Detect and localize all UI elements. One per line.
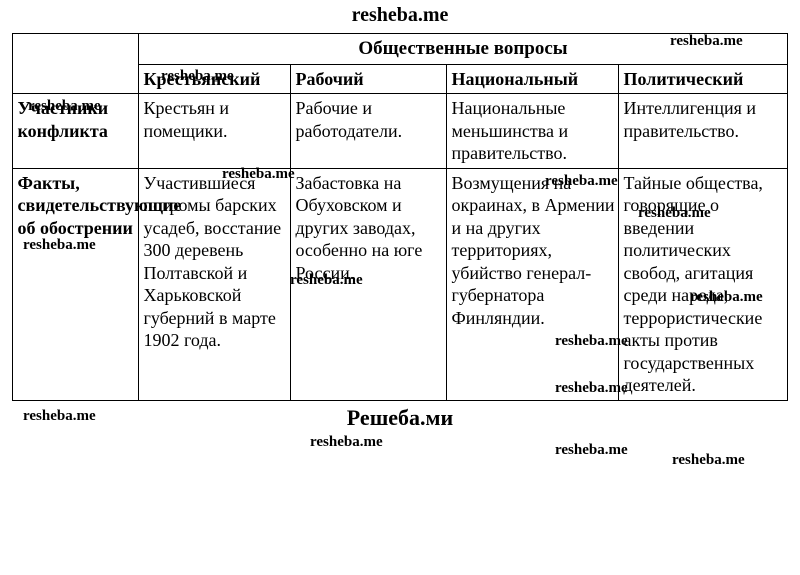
cell-facts-peasant: Участившиеся погромы барских усадеб, вос… bbox=[139, 168, 291, 400]
row-label-facts: Факты, свидетельствующие об обострении bbox=[13, 168, 139, 400]
watermark-overlay: resheba.me bbox=[555, 442, 628, 459]
cell-participants-political: Интеллигенция и правительство. bbox=[619, 94, 787, 169]
col-header-peasant: Крестьянский bbox=[139, 64, 291, 94]
top-watermark: resheba.me bbox=[0, 0, 800, 33]
cell-participants-worker: Рабочие и работодатели. bbox=[291, 94, 447, 169]
table-row: Факты, свидетельствующие об обострении У… bbox=[13, 168, 787, 400]
cell-facts-political: Тайные общества, говорящие о введении по… bbox=[619, 168, 787, 400]
col-header-political: Политический bbox=[619, 64, 787, 94]
col-header-worker: Рабочий bbox=[291, 64, 447, 94]
row-label-participants: Участники конфликта bbox=[13, 94, 139, 169]
cell-facts-worker: Забастовка на Обуховском и других завода… bbox=[291, 168, 447, 400]
table-row: Участники конфликта Крестьян и помещики.… bbox=[13, 94, 787, 169]
cell-participants-peasant: Крестьян и помещики. bbox=[139, 94, 291, 169]
watermark-overlay: resheba.me bbox=[672, 452, 745, 469]
watermark-overlay: resheba.me bbox=[310, 434, 383, 451]
group-header: Общественные вопросы bbox=[139, 34, 787, 65]
bottom-watermark: Решеба.ми bbox=[0, 401, 800, 435]
issues-table: Общественные вопросы Крестьянский Рабочи… bbox=[12, 33, 787, 401]
cell-facts-national: Возмущения на окраинах, в Армении и на д… bbox=[447, 168, 619, 400]
cell-participants-national: Национальные меньшинства и правительство… bbox=[447, 94, 619, 169]
col-header-national: Национальный bbox=[447, 64, 619, 94]
corner-cell bbox=[13, 34, 139, 94]
